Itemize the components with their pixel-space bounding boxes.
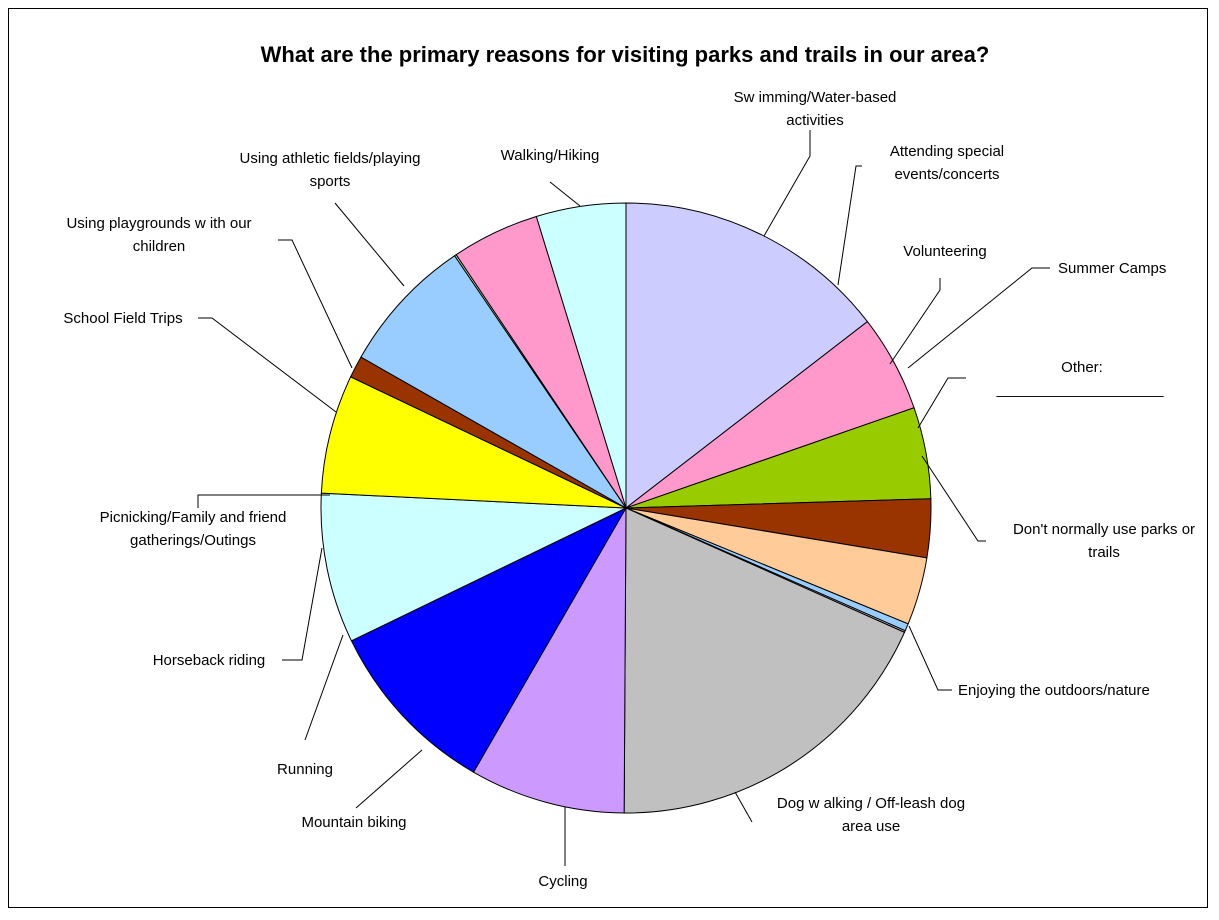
pie-slice-0 <box>625 202 869 510</box>
label-school-trips: School Field Trips <box>63 310 182 327</box>
label-swimming-line2: activities <box>786 112 844 129</box>
leader-swimming <box>763 130 811 237</box>
leader-summer <box>907 267 1050 369</box>
pie-slice-9 <box>350 506 628 773</box>
label-cycling: Cycling <box>538 873 587 890</box>
leader-lines <box>197 130 1050 866</box>
label-dog-line1: Dog w alking / Off-leash dog <box>777 795 965 812</box>
label-dontuse-line1: Don't normally use parks or <box>1013 521 1195 538</box>
leader-outdoors <box>908 625 952 691</box>
label-summer-camps: Summer Camps <box>1058 260 1166 277</box>
label-other-line2: ____________________ <box>996 381 1165 398</box>
label-mountain-biking: Mountain biking <box>301 814 406 831</box>
leader-other <box>917 377 966 429</box>
leader-school <box>198 317 337 413</box>
leader-running <box>304 634 344 741</box>
label-playgrounds-line1: Using playgrounds w ith our <box>66 215 251 232</box>
leader-dog <box>734 791 753 823</box>
leader-mountain <box>355 749 423 809</box>
label-picnic-line2: gatherings/Outings <box>130 532 256 549</box>
label-athletic-line2: sports <box>310 173 351 190</box>
label-running: Running <box>277 761 333 778</box>
leader-dontuse <box>921 455 986 542</box>
chart-title: What are the primary reasons for visitin… <box>261 42 990 67</box>
pie-slice-7 <box>623 507 906 814</box>
label-picnic-line1: Picnicking/Family and friend <box>100 509 287 526</box>
pie-slices <box>320 202 932 814</box>
leader-walking <box>549 181 581 207</box>
slice-labels: Walking/Hiking Sw imming/Water-based act… <box>63 89 1195 890</box>
label-walking: Walking/Hiking <box>501 147 600 164</box>
pie-slice-8 <box>472 506 627 814</box>
label-volunteering: Volunteering <box>903 243 986 260</box>
pie-slice-10 <box>320 492 627 642</box>
label-dog-line2: area use <box>842 818 900 835</box>
label-events-line2: events/concerts <box>894 166 999 183</box>
label-events-line1: Attending special <box>890 143 1004 160</box>
label-horseback: Horseback riding <box>153 652 266 669</box>
label-playgrounds-line2: children <box>133 238 186 255</box>
leader-playgrounds <box>278 239 353 369</box>
label-athletic-line1: Using athletic fields/playing <box>240 150 421 167</box>
label-swimming-line1: Sw imming/Water-based <box>734 89 897 106</box>
label-other-line1: Other: <box>1061 359 1103 376</box>
pie-slice-13 <box>360 255 627 509</box>
leader-horseback <box>282 547 323 661</box>
label-dontuse-line2: trails <box>1088 544 1120 561</box>
leader-picnic <box>197 494 330 508</box>
leader-events <box>837 165 862 286</box>
label-outdoors: Enjoying the outdoors/nature <box>958 682 1150 699</box>
pie-slice-16 <box>535 202 627 509</box>
leader-athletic <box>334 202 405 287</box>
pie-slice-11 <box>320 376 627 509</box>
leader-volunteering <box>889 278 941 365</box>
